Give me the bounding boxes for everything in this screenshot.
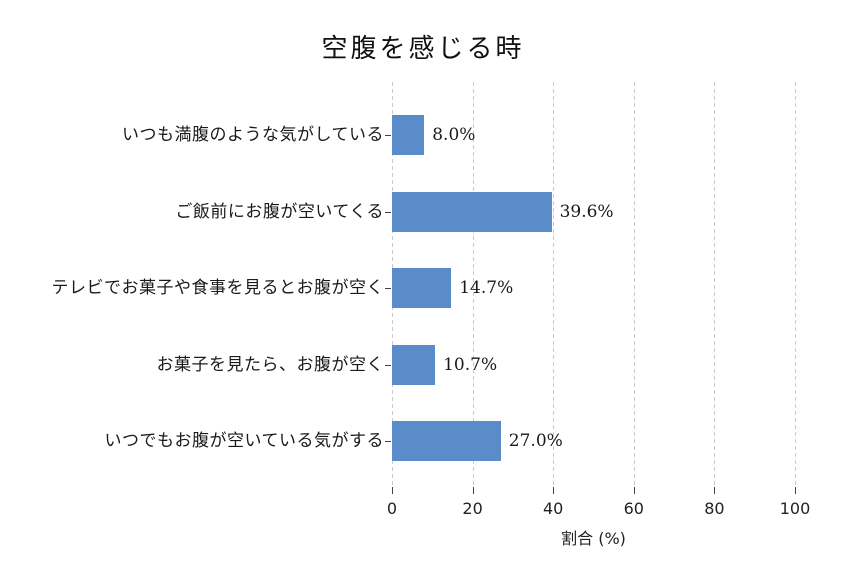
x-tick-mark bbox=[553, 487, 555, 494]
x-tick-label: 80 bbox=[704, 499, 725, 518]
chart-title: 空腹を感じる時 bbox=[321, 34, 525, 64]
value-label: 27.0% bbox=[508, 431, 563, 451]
x-gridline bbox=[553, 82, 555, 487]
y-tick-mark bbox=[385, 288, 391, 289]
y-tick-mark bbox=[385, 135, 391, 136]
x-tick-label: 0 bbox=[386, 499, 398, 518]
x-tick-mark bbox=[795, 487, 796, 494]
x-tick-label: 60 bbox=[623, 499, 644, 518]
category-label: テレビでお菓子や食事を見るとお腹が空く bbox=[51, 278, 384, 298]
y-tick-mark bbox=[385, 364, 391, 366]
x-tick-label: 40 bbox=[543, 499, 564, 518]
value-label: 39.6% bbox=[559, 201, 614, 222]
y-tick-mark bbox=[385, 211, 391, 213]
x-axis-title: 割合 (%) bbox=[561, 529, 626, 548]
bar bbox=[392, 191, 552, 232]
value-label: 8.0% bbox=[432, 125, 476, 145]
x-tick-mark bbox=[714, 487, 716, 494]
x-gridline bbox=[795, 82, 796, 487]
category-label: いつも満腹のような気がしている bbox=[122, 125, 384, 145]
category-label: ご飯前にお腹が空いてくる bbox=[175, 201, 384, 222]
y-tick-mark bbox=[385, 441, 391, 442]
x-tick-mark bbox=[472, 487, 474, 494]
bar bbox=[392, 115, 425, 155]
x-gridline bbox=[472, 82, 474, 487]
bar bbox=[392, 421, 501, 461]
category-label: いつでもお腹が空いている気がする bbox=[104, 431, 384, 451]
bar bbox=[392, 344, 436, 385]
value-label: 10.7% bbox=[443, 354, 498, 375]
bar bbox=[392, 268, 452, 308]
x-gridline bbox=[714, 82, 716, 487]
x-tick-mark bbox=[633, 487, 635, 494]
x-gridline bbox=[633, 82, 635, 487]
category-label: お菓子を見たら、お腹が空く bbox=[156, 354, 384, 375]
value-label: 14.7% bbox=[459, 278, 514, 298]
plot-area bbox=[392, 82, 796, 487]
x-tick-mark bbox=[392, 487, 393, 494]
x-tick-label: 100 bbox=[779, 499, 811, 518]
x-tick-label: 20 bbox=[462, 499, 483, 518]
